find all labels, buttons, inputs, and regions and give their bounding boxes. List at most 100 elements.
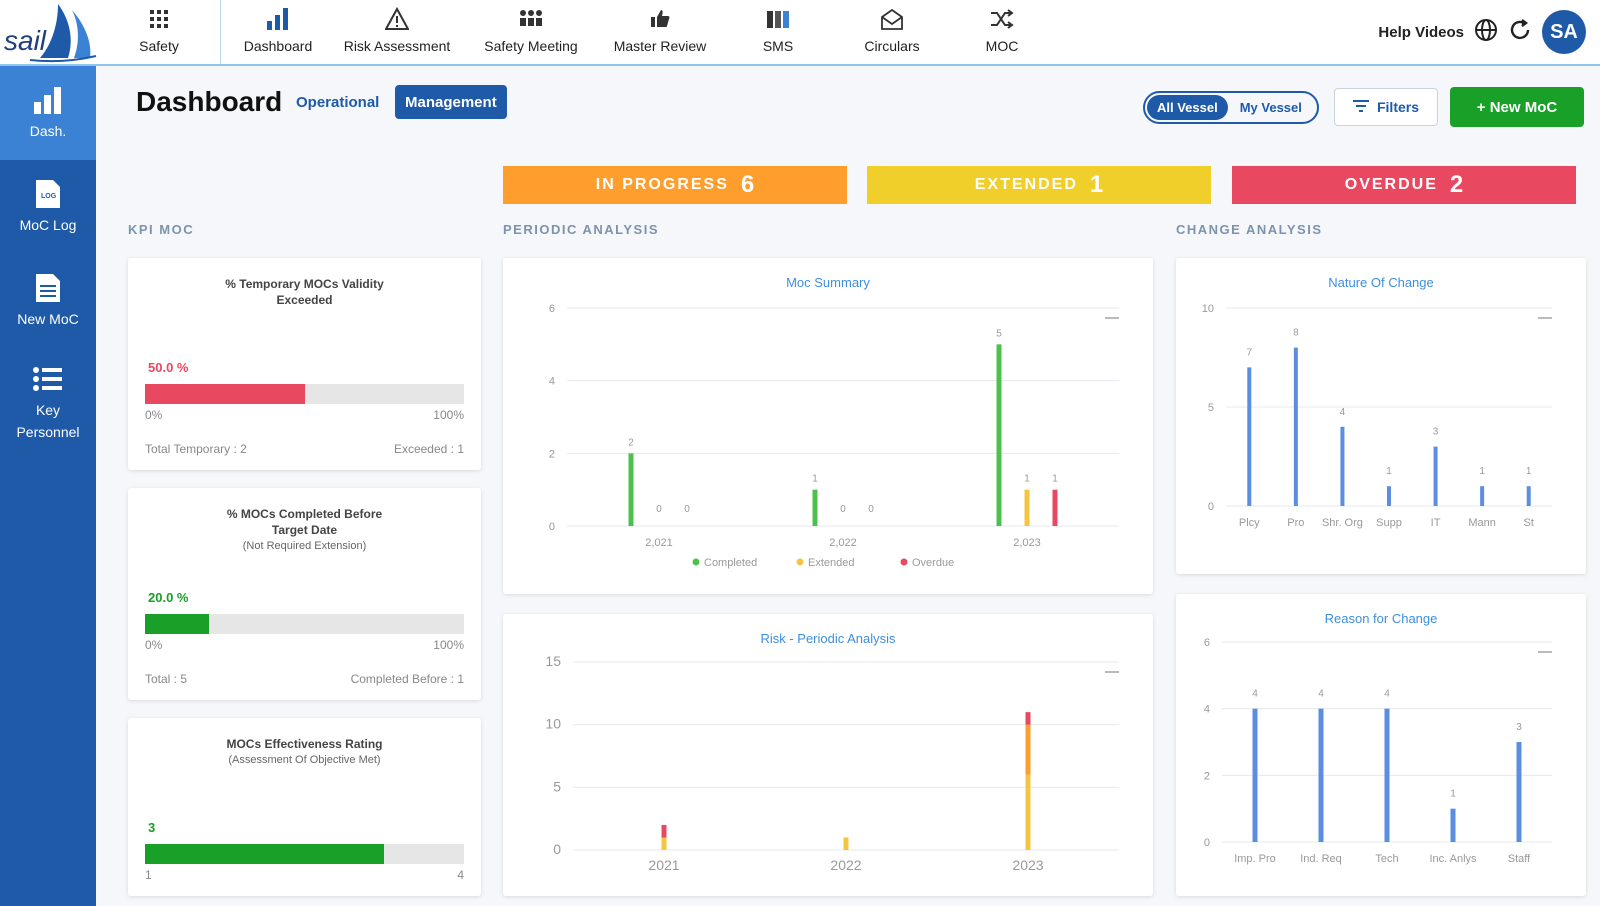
nav-dashboard[interactable]: Dashboard <box>223 0 333 64</box>
document-icon <box>32 272 64 304</box>
nav-label: Circulars <box>864 38 920 54</box>
bar <box>1340 426 1345 506</box>
sidebar-item-label: Key <box>35 402 61 418</box>
y-tick-label: 5 <box>1208 402 1214 414</box>
kpi-title-line2: Exceeded <box>276 293 333 307</box>
all-vessel-option[interactable]: All Vessel <box>1147 95 1228 120</box>
bar <box>1252 708 1258 842</box>
x-tick-label: Inc. Anlys <box>1429 853 1477 865</box>
data-label: 5 <box>996 328 1002 339</box>
x-tick-label: Plcy <box>1239 517 1260 529</box>
list-icon <box>32 363 64 395</box>
nav-risk-assessment[interactable]: Risk Assessment <box>333 0 461 64</box>
sidebar-item-key-personnel[interactable]: Key Personnel <box>0 348 96 458</box>
sidebar-item-moc-log[interactable]: LOG MoC Log <box>0 160 96 254</box>
bar-chart-icon <box>265 6 291 32</box>
kpi-progress-bar <box>145 614 464 634</box>
bar-segment <box>1025 774 1031 850</box>
x-tick-label: St <box>1524 517 1534 529</box>
data-label: 7 <box>1247 347 1253 358</box>
nav-moc[interactable]: MOC <box>947 0 1057 64</box>
new-moc-button[interactable]: + New MoC <box>1450 87 1584 127</box>
legend-marker <box>900 558 908 566</box>
nav-label: Dashboard <box>243 38 313 54</box>
tab-operational[interactable]: Operational <box>296 94 380 111</box>
filters-button[interactable]: Filters <box>1334 88 1438 126</box>
y-tick-label: 10 <box>545 716 561 732</box>
reason-for-change-chart: 0 2 4 6 Imp. Pro Ind. Req Tech Inc. Anlys Staff 4… <box>1204 637 1552 865</box>
chart-title: Moc Summary <box>786 275 870 290</box>
top-right-tools: Help Videos SA <box>1378 0 1600 64</box>
nav-label: Risk Assessment <box>343 38 451 54</box>
thumbs-up-icon <box>647 6 673 32</box>
warning-icon <box>384 6 410 32</box>
sail-logo[interactable]: sail <box>0 0 100 64</box>
kpi-title: MOCs Effectiveness Rating <box>226 737 383 751</box>
my-vessel-option[interactable]: My Vessel <box>1239 100 1302 115</box>
kpi-subtitle: (Assessment Of Objective Met) <box>228 754 381 766</box>
shuffle-icon <box>989 6 1015 32</box>
sidebar-item-label: Dash. <box>29 123 67 139</box>
x-tick-label: 2,022 <box>829 537 857 549</box>
kpi-max-label: 4 <box>457 868 464 882</box>
nav-sms[interactable]: SMS <box>719 0 837 64</box>
kpi-min-label: 0% <box>145 408 163 422</box>
x-tick-label: Tech <box>1375 853 1398 865</box>
status-overdue[interactable]: OVERDUE 2 <box>1232 166 1576 204</box>
section-periodic-title: PERIODIC ANALYSIS <box>503 222 660 237</box>
risk-periodic-chart: 0 5 10 15 2021 2022 2023 <box>545 653 1119 873</box>
kpi-footer-right: Exceeded : 1 <box>393 442 464 456</box>
bar <box>812 489 818 526</box>
help-videos-link[interactable]: Help Videos <box>1378 23 1464 41</box>
y-tick-label: 2 <box>549 448 555 460</box>
nav-master-review[interactable]: Master Review <box>601 0 719 64</box>
sidebar-item-new-moc[interactable]: New MoC <box>0 254 96 348</box>
data-label: 4 <box>1318 689 1324 700</box>
x-tick-label: 2,023 <box>1013 537 1041 549</box>
sidebar-item-dashboard[interactable]: Dash. <box>0 66 96 160</box>
y-tick-label: 15 <box>545 653 561 669</box>
nav-circulars[interactable]: Circulars <box>837 0 947 64</box>
bar <box>1024 489 1030 526</box>
reason-for-change-card: Reason for Change 0 2 4 6 Imp. Pro Ind. Req Te… <box>1176 594 1586 896</box>
status-in-progress[interactable]: IN PROGRESS 6 <box>503 166 847 204</box>
section-kpi-title: KPI MOC <box>128 222 195 237</box>
y-tick-label: 4 <box>1204 704 1210 716</box>
data-label: 3 <box>1516 722 1522 733</box>
data-label: 4 <box>1340 407 1346 418</box>
status-extended[interactable]: EXTENDED 1 <box>867 166 1211 204</box>
legend-label: Overdue <box>912 557 954 569</box>
y-tick-label: 5 <box>553 778 561 794</box>
kpi-progress-fill <box>145 844 385 864</box>
status-count: 1 <box>1089 171 1104 198</box>
data-label: 0 <box>684 504 690 515</box>
bar <box>1318 708 1324 842</box>
x-tick-label: 2,021 <box>645 537 673 549</box>
refresh-icon[interactable] <box>1508 18 1532 47</box>
kpi-value: 3 <box>148 820 156 835</box>
data-label: 1 <box>1479 466 1485 477</box>
main-nav: Safety Dashboard Risk Assessment Safety … <box>100 0 1057 64</box>
tab-management[interactable]: Management <box>395 85 507 119</box>
data-label: 1 <box>1052 474 1058 485</box>
kpi-progress-fill <box>145 614 209 634</box>
sidebar-item-label: MoC Log <box>19 217 77 233</box>
data-label: 0 <box>840 504 846 515</box>
filter-icon <box>1352 99 1369 115</box>
nav-divider <box>220 0 221 64</box>
grid-icon <box>146 6 172 32</box>
top-nav-bar: sail Safety Dashboard Risk Ass <box>0 0 1600 66</box>
legend-label: Completed <box>704 557 757 569</box>
user-avatar[interactable]: SA <box>1542 10 1586 54</box>
bar <box>1387 486 1391 506</box>
nav-safety[interactable]: Safety <box>100 0 218 64</box>
globe-icon[interactable] <box>1474 18 1498 47</box>
bar <box>628 453 634 526</box>
data-label: 0 <box>868 504 874 515</box>
data-label: 1 <box>1024 474 1030 485</box>
data-label: 8 <box>1293 328 1299 339</box>
kpi-max-label: 100% <box>433 408 464 422</box>
kpi-footer-right: Completed Before : 1 <box>350 672 464 686</box>
y-tick-label: 4 <box>549 376 555 388</box>
nav-safety-meeting[interactable]: Safety Meeting <box>461 0 601 64</box>
